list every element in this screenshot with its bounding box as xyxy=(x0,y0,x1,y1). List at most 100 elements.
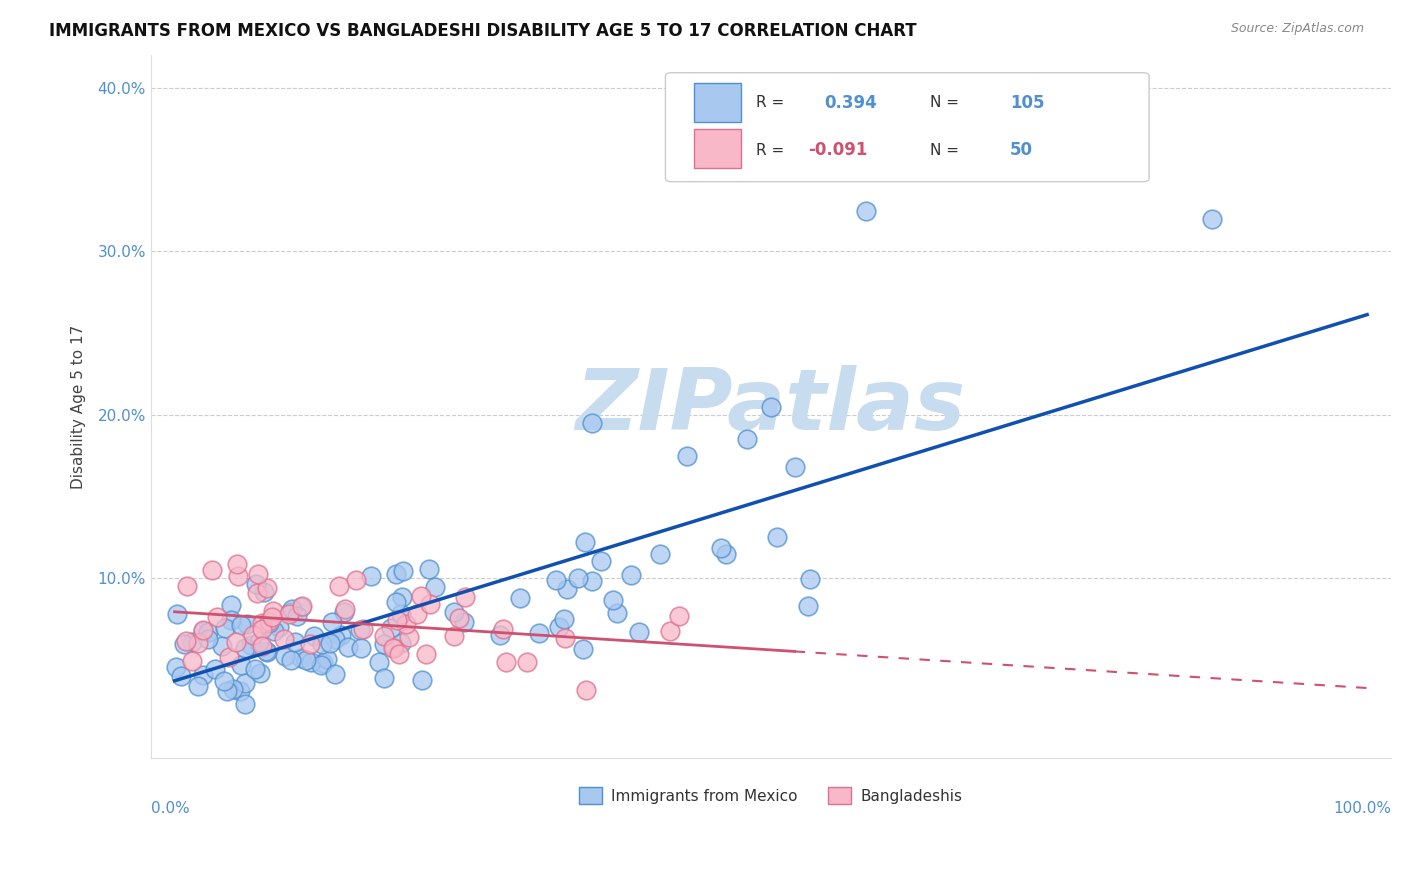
Point xyxy=(169,668,191,682)
Point xyxy=(527,626,550,640)
Point xyxy=(349,623,371,637)
Text: 0.0%: 0.0% xyxy=(150,800,190,815)
Point xyxy=(759,400,782,414)
Point xyxy=(333,601,356,615)
Text: N =: N = xyxy=(929,143,963,158)
Point xyxy=(332,606,354,620)
Point xyxy=(855,203,877,218)
Point xyxy=(329,628,352,642)
Point xyxy=(554,631,576,645)
Point xyxy=(668,608,690,623)
Point xyxy=(799,572,821,586)
Point xyxy=(193,624,215,638)
Point xyxy=(627,624,650,639)
Point xyxy=(205,610,228,624)
Point xyxy=(710,541,733,555)
Point xyxy=(290,651,312,665)
Point xyxy=(443,605,465,619)
Point xyxy=(454,590,477,604)
Text: Source: ZipAtlas.com: Source: ZipAtlas.com xyxy=(1230,22,1364,36)
Point xyxy=(406,607,429,621)
Point xyxy=(263,624,285,639)
Text: ZIPatlas: ZIPatlas xyxy=(575,365,966,449)
Point xyxy=(415,647,437,661)
Point xyxy=(231,657,253,672)
Point xyxy=(284,635,307,649)
Point xyxy=(187,679,209,693)
Point xyxy=(418,562,440,576)
Point xyxy=(197,632,219,647)
Point xyxy=(236,617,259,632)
Point xyxy=(247,634,270,648)
Point xyxy=(180,635,202,649)
Point xyxy=(1201,211,1223,226)
Point xyxy=(574,535,596,549)
Point xyxy=(290,600,312,615)
Point xyxy=(766,530,789,544)
Point xyxy=(211,639,233,653)
Point xyxy=(373,637,395,651)
Point xyxy=(225,634,247,648)
Point xyxy=(295,653,318,667)
Point xyxy=(222,682,245,697)
Text: -0.091: -0.091 xyxy=(808,141,868,159)
Point xyxy=(488,628,510,642)
Point xyxy=(352,622,374,636)
Point xyxy=(229,684,252,698)
Point xyxy=(567,571,589,585)
Point xyxy=(257,616,280,631)
Point xyxy=(274,649,297,664)
Point xyxy=(453,615,475,630)
Point xyxy=(285,609,308,624)
Point xyxy=(373,672,395,686)
Point xyxy=(262,610,284,624)
Point xyxy=(659,624,682,639)
Point xyxy=(572,642,595,657)
Point xyxy=(245,586,267,600)
Legend: Immigrants from Mexico, Bangladeshis: Immigrants from Mexico, Bangladeshis xyxy=(574,780,969,811)
Point xyxy=(173,637,195,651)
Point xyxy=(204,662,226,676)
Point xyxy=(797,599,820,614)
Point xyxy=(233,676,256,690)
Point xyxy=(395,617,418,632)
Point xyxy=(316,652,339,666)
Point xyxy=(391,590,413,604)
Point xyxy=(280,653,302,667)
Point xyxy=(250,639,273,653)
Point xyxy=(281,602,304,616)
Point xyxy=(492,622,515,636)
Point xyxy=(323,632,346,646)
Point xyxy=(619,567,641,582)
Point xyxy=(325,666,347,681)
Point xyxy=(783,460,806,475)
Point xyxy=(389,636,412,650)
Point xyxy=(350,641,373,656)
Point xyxy=(226,569,249,583)
Point xyxy=(250,622,273,636)
Point xyxy=(548,620,571,634)
Point xyxy=(411,590,433,604)
Point xyxy=(449,610,471,624)
Point xyxy=(256,645,278,659)
Text: 50: 50 xyxy=(1011,141,1033,159)
Text: R =: R = xyxy=(756,143,789,158)
Point xyxy=(176,579,198,593)
Point xyxy=(239,638,262,652)
Point xyxy=(676,449,699,463)
Point xyxy=(226,557,249,571)
Point xyxy=(269,620,291,634)
Point xyxy=(398,630,420,644)
Point xyxy=(373,629,395,643)
Point xyxy=(419,597,441,611)
Text: 0.394: 0.394 xyxy=(824,94,877,112)
Point xyxy=(516,655,538,669)
Text: 100.0%: 100.0% xyxy=(1333,800,1391,815)
Point xyxy=(291,599,314,613)
Point xyxy=(509,591,531,606)
Point xyxy=(735,433,758,447)
Point xyxy=(254,644,277,658)
Point xyxy=(553,612,575,626)
Point xyxy=(382,641,405,656)
FancyBboxPatch shape xyxy=(695,83,741,122)
